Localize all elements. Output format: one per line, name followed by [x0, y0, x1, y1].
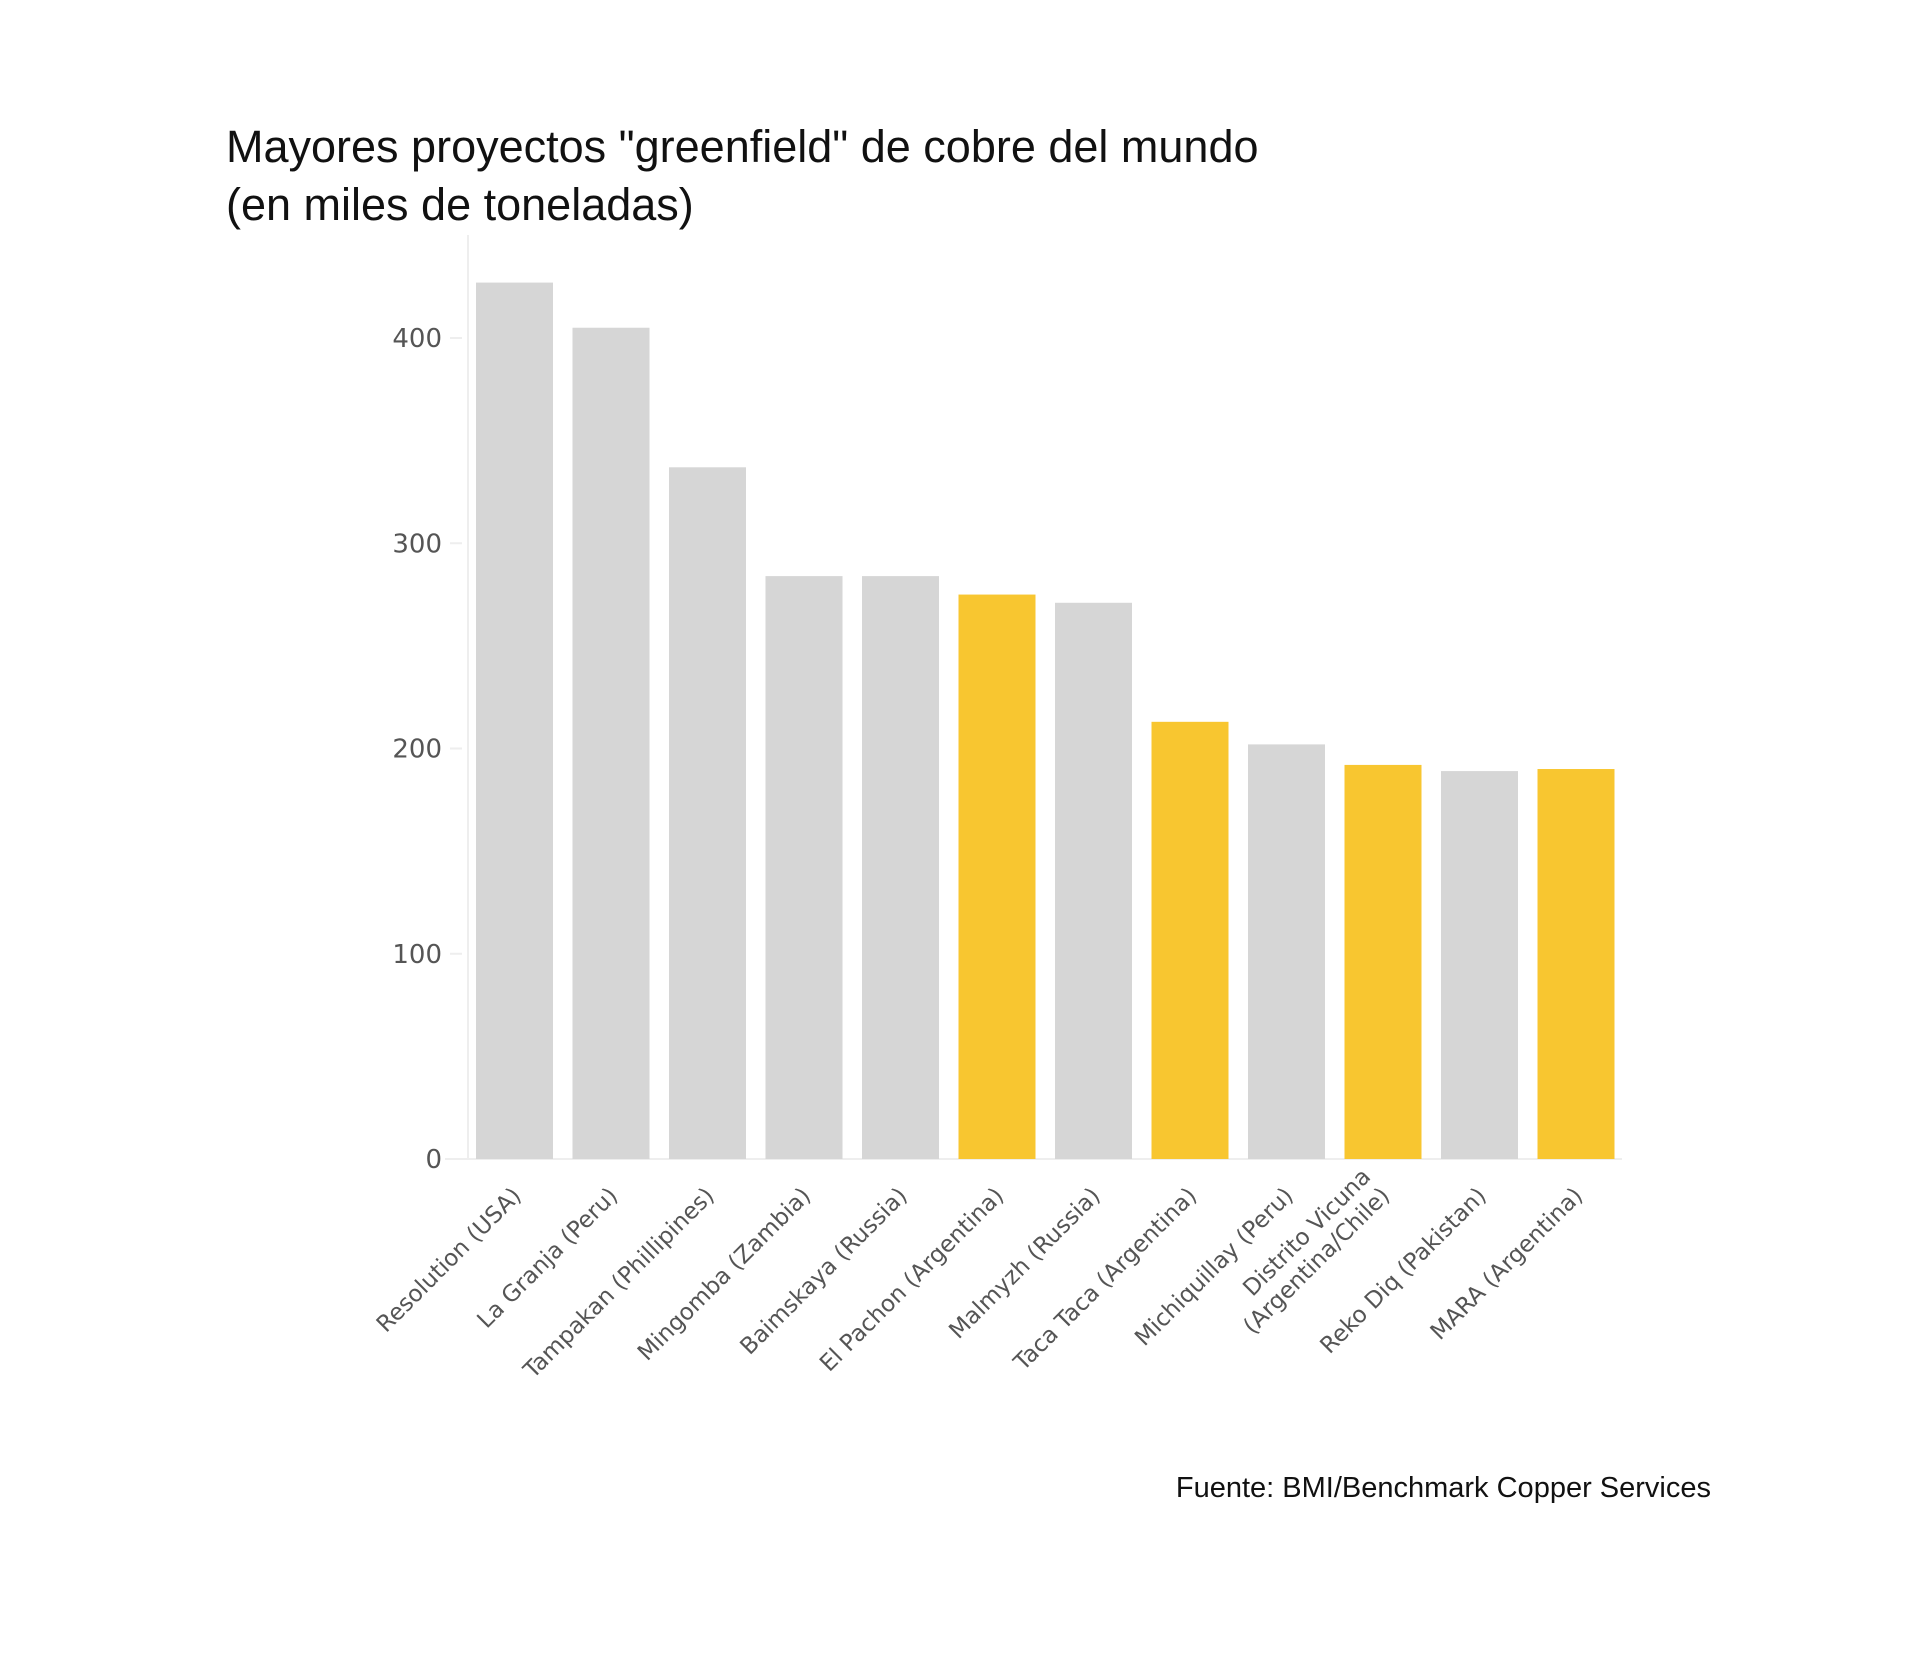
x-tick-label: El Pachon (Argentina): [815, 1183, 1009, 1377]
bar: [765, 576, 843, 1159]
bar: [1248, 744, 1325, 1159]
bar: [862, 576, 939, 1159]
bar: [1151, 721, 1229, 1159]
bar: [669, 467, 746, 1159]
x-tick-label: Taca Taca (Argentina): [1009, 1183, 1203, 1377]
y-tick-label: 100: [392, 940, 442, 970]
bar: [1055, 602, 1132, 1159]
source-note: Fuente: BMI/Benchmark Copper Services: [1175, 1472, 1711, 1504]
y-tick-label: 400: [392, 324, 442, 354]
chart-title-line: Mayores proyectos "greenfield" de cobre …: [226, 121, 1259, 172]
bar: [1537, 769, 1615, 1159]
chart-subtitle: (en miles de toneladas): [226, 179, 694, 230]
bar: [958, 594, 1036, 1159]
bar: [1344, 764, 1422, 1159]
y-tick-label: 300: [392, 529, 442, 559]
x-tick-label: Baimskaya (Russia): [736, 1183, 913, 1360]
y-tick-label: 0: [425, 1145, 442, 1175]
x-tick-label: Mingomba (Zambia): [633, 1183, 816, 1366]
x-tick-label: Tampakan (Phillipines): [518, 1183, 720, 1385]
bar: [1441, 771, 1518, 1159]
bar: [572, 327, 650, 1159]
chart-title: Mayores proyectos "greenfield" de cobre …: [226, 118, 1259, 234]
y-tick-label: 200: [392, 735, 442, 765]
bar: [476, 282, 553, 1159]
